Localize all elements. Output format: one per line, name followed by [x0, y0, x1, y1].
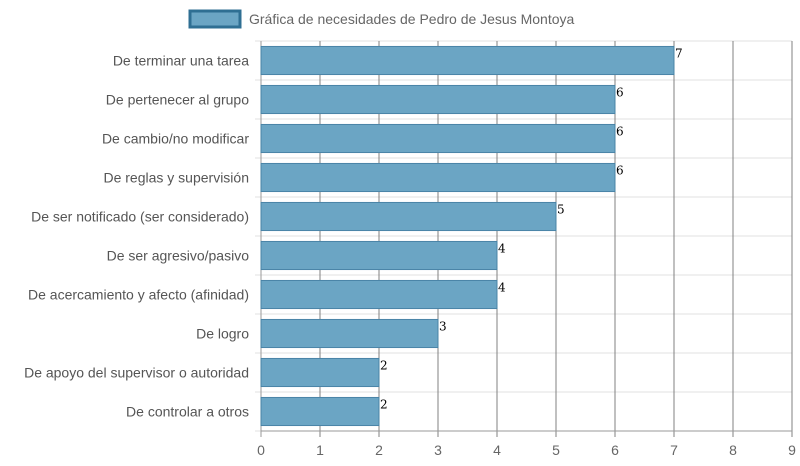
- category-axis: De terminar una tarea De pertenecer al gr…: [24, 53, 249, 420]
- bar-value-label: 6: [616, 163, 624, 177]
- x-tick-label: 4: [493, 442, 501, 458]
- category-label: De logro: [196, 326, 249, 342]
- x-tick-label: 0: [257, 442, 265, 458]
- x-tick-label: 1: [316, 442, 324, 458]
- bar-value-label: 3: [439, 319, 447, 333]
- bar[interactable]: [260, 318, 439, 349]
- bars: [260, 45, 675, 427]
- value-axis: 0 1 2 3 4 5 6 7 8 9: [257, 442, 796, 458]
- category-label: De reglas y supervisión: [103, 170, 249, 186]
- x-tick-label: 2: [375, 442, 383, 458]
- bar-value-label: 4: [498, 241, 506, 255]
- category-label: De terminar una tarea: [113, 53, 249, 69]
- category-label: De cambio/no modificar: [102, 131, 249, 147]
- category-label: De apoyo del supervisor o autoridad: [24, 365, 249, 381]
- category-label: De controlar a otros: [126, 404, 249, 420]
- bar[interactable]: [260, 123, 616, 154]
- category-label: De pertenecer al grupo: [106, 92, 249, 108]
- bar-value-label: 5: [557, 202, 565, 216]
- legend-swatch: [188, 9, 242, 29]
- x-tick-label: 3: [434, 442, 442, 458]
- category-label: De acercamiento y afecto (afinidad): [28, 287, 249, 303]
- bar-value-label: 4: [498, 280, 506, 294]
- x-tick-label: 9: [788, 442, 796, 458]
- bar[interactable]: [260, 357, 380, 388]
- bar[interactable]: [260, 396, 380, 427]
- category-label: De ser notificado (ser considerado): [31, 209, 249, 225]
- bar[interactable]: [260, 279, 498, 310]
- x-tick-label: 6: [611, 442, 619, 458]
- x-tick-label: 7: [670, 442, 678, 458]
- data-labels: 7 6 6 6 5 4 4 3 2 2: [380, 46, 683, 411]
- bar-value-label: 2: [380, 397, 388, 411]
- x-tick-label: 8: [729, 442, 737, 458]
- bar[interactable]: [260, 84, 616, 115]
- bar-value-label: 7: [675, 46, 683, 60]
- legend-label: Gráfica de necesidades de Pedro de Jesus…: [249, 11, 575, 27]
- category-label: De ser agresivo/pasivo: [107, 248, 250, 264]
- legend[interactable]: Gráfica de necesidades de Pedro de Jesus…: [188, 9, 575, 29]
- bar-value-label: 6: [616, 124, 624, 138]
- bar[interactable]: [260, 162, 616, 193]
- x-tick-label: 5: [552, 442, 560, 458]
- bar[interactable]: [260, 201, 557, 232]
- bar[interactable]: [260, 45, 675, 76]
- bar[interactable]: [260, 240, 498, 271]
- bar-value-label: 6: [616, 85, 624, 99]
- bar-value-label: 2: [380, 358, 388, 372]
